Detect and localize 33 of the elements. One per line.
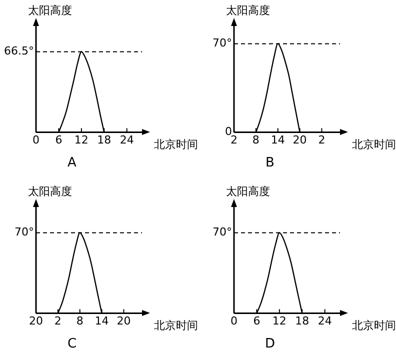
- x-tick-label: 14: [94, 314, 109, 328]
- x-tick-label: 18: [97, 134, 112, 147]
- x-tick-label: 24: [318, 314, 332, 328]
- y-axis-title: 太阳高度: [226, 4, 270, 17]
- x-tick-label: 2: [54, 314, 62, 328]
- x-tick-label: 8: [252, 134, 260, 147]
- y-axis-title: 太阳高度: [226, 185, 270, 198]
- x-tick-label: 18: [295, 314, 310, 328]
- x-tick-label: 6: [55, 134, 62, 147]
- x-axis-title: 北京时间: [154, 138, 198, 152]
- text: C: [67, 336, 77, 352]
- text: 66.5°: [4, 44, 34, 58]
- text: B: [266, 156, 274, 171]
- x-tick-label: 8: [76, 314, 84, 328]
- x-axis-title: 北京时间: [352, 138, 396, 152]
- x-tick-label: 14: [270, 134, 285, 147]
- x-tick-label: 20: [116, 314, 131, 328]
- x-tick-label: 24: [120, 134, 134, 147]
- y-axis-title: 太阳高度: [28, 4, 72, 17]
- x-tick-label: 12: [74, 134, 88, 147]
- text: D: [264, 336, 276, 352]
- x-tick-label: 20: [292, 134, 307, 147]
- x-tick-label: 20: [29, 314, 43, 328]
- text: 70°: [14, 226, 34, 239]
- x-tick-label: 6: [253, 314, 260, 328]
- x-tick-label: 0: [32, 134, 40, 147]
- x-tick-label: 12: [272, 314, 286, 328]
- x-tick-label: 2: [230, 134, 238, 147]
- x-tick-label: 2: [318, 134, 326, 147]
- text: A: [68, 156, 77, 171]
- x-axis-title: 北京时间: [352, 319, 396, 332]
- y-axis-title: 太阳高度: [28, 185, 72, 198]
- x-axis-title: 北京时间: [154, 319, 198, 332]
